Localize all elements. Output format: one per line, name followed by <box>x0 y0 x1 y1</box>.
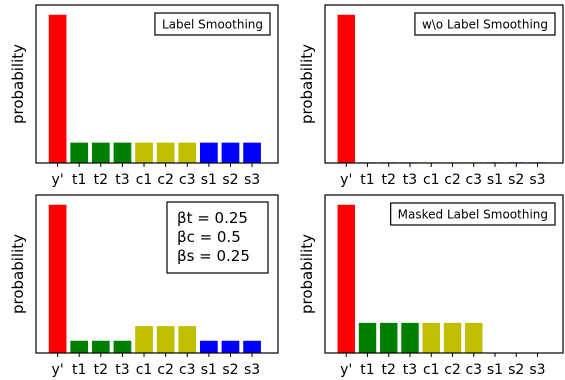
y-axis-label-1: probability <box>9 44 27 124</box>
x-tick-label-2-3: t3 <box>403 172 417 188</box>
x-tick-label-1-2: t2 <box>94 172 108 188</box>
bar-1-0 <box>48 14 67 163</box>
x-tick-label-3-7: s1 <box>201 362 217 378</box>
legend-box-1 <box>154 12 271 36</box>
x-tick-label-1-6: c3 <box>179 172 196 188</box>
bar-1-2 <box>91 142 110 163</box>
x-tick-label-3-1: t1 <box>72 362 86 378</box>
x-tick-label-4-5: c2 <box>444 362 461 378</box>
x-tick-label-4-0: y' <box>340 362 352 378</box>
bar-4-6 <box>465 322 483 353</box>
x-tick-label-2-5: c2 <box>444 172 461 188</box>
chart-panel-3: y' t1 t2 t3 c1 c2 c3 s1 s2 s3 probability βt = 0.25… <box>9 194 279 378</box>
legend-label-4: Masked Label Smoothing <box>398 208 548 222</box>
bar-3-0 <box>48 204 67 353</box>
x-tick-label-1-4: c1 <box>136 172 153 188</box>
x-tick-label-3-4: c1 <box>136 362 153 378</box>
x-tick-label-2-4: c1 <box>423 172 440 188</box>
x-tick-label-4-8: s2 <box>508 362 524 378</box>
x-tick-label-2-9: s3 <box>529 172 545 188</box>
axes-frame-3 <box>35 194 279 354</box>
x-tick-label-4-9: s3 <box>529 362 545 378</box>
annotation-box <box>166 201 269 274</box>
x-tick-label-2-8: s2 <box>508 172 524 188</box>
x-tick-label-2-2: t2 <box>382 172 396 188</box>
x-tick-label-2-6: c3 <box>465 172 482 188</box>
x-tick-label-3-3: t3 <box>115 362 129 378</box>
bar-3-4 <box>135 326 153 353</box>
bar-4-4 <box>422 322 440 353</box>
bar-4-0 <box>337 204 355 353</box>
annotation-line-1: βc = 0.5 <box>177 228 241 246</box>
annotation-line-2: βs = 0.25 <box>177 247 250 265</box>
axes-frame-4 <box>324 194 564 354</box>
bar-3-9 <box>243 340 261 353</box>
bar-1-8 <box>221 142 240 163</box>
bar-3-6 <box>178 326 197 353</box>
bar-1-4 <box>135 142 153 163</box>
legend-box-4 <box>390 202 556 226</box>
x-tick-label-3-9: s3 <box>244 362 260 378</box>
bar-1-3 <box>113 142 132 163</box>
x-tick-label-3-6: c3 <box>179 362 196 378</box>
bar-3-3 <box>113 340 132 353</box>
chart-panel-2: y' t1 t2 t3 c1 c2 c3 s1 s2 s3 probability w\o Label… <box>298 4 564 188</box>
bar-3-7 <box>200 340 218 353</box>
x-tick-label-1-3: t3 <box>115 172 129 188</box>
y-axis-label-4: probability <box>298 234 316 314</box>
x-tick-label-3-2: t2 <box>94 362 108 378</box>
x-tick-label-1-9: s3 <box>244 172 260 188</box>
x-tick-label-4-4: c1 <box>423 362 440 378</box>
x-tick-label-3-0: y' <box>52 362 64 378</box>
bar-3-5 <box>156 326 175 353</box>
chart-panel-4: y' t1 t2 t3 c1 c2 c3 s1 s2 s3 probability Masked La… <box>298 194 564 378</box>
bar-1-7 <box>200 142 218 163</box>
x-tick-label-2-1: t1 <box>360 172 374 188</box>
legend-label-1: Label Smoothing <box>162 18 263 32</box>
x-tick-label-2-7: s1 <box>487 172 503 188</box>
bar-1-5 <box>156 142 175 163</box>
x-tick-label-3-5: c2 <box>157 362 174 378</box>
chart-panel-1: y' t1 t2 t3 c1 c2 c3 s1 s2 s3 probability Label Smo… <box>9 4 279 188</box>
x-tick-label-2-0: y' <box>340 172 352 188</box>
bar-1-1 <box>70 142 89 163</box>
axes-frame-2 <box>324 4 564 164</box>
x-tick-label-1-0: y' <box>52 172 64 188</box>
x-tick-label-3-8: s2 <box>222 362 238 378</box>
y-axis-label-3: probability <box>9 234 27 314</box>
x-tick-label-4-3: t3 <box>403 362 417 378</box>
annotation-line-0: βt = 0.25 <box>177 209 248 227</box>
x-tick-label-1-1: t1 <box>72 172 86 188</box>
x-tick-label-1-5: c2 <box>157 172 174 188</box>
bar-3-1 <box>70 340 89 353</box>
x-tick-label-1-8: s2 <box>222 172 238 188</box>
axes-frame-1 <box>35 4 279 164</box>
legend-label-2: w\o Label Smoothing <box>422 18 548 32</box>
legend-box-2 <box>414 12 556 36</box>
bar-1-6 <box>178 142 197 163</box>
bar-3-2 <box>91 340 110 353</box>
bar-4-1 <box>358 322 377 353</box>
bar-4-3 <box>401 322 419 353</box>
bar-2-0 <box>337 14 355 163</box>
bar-4-2 <box>380 322 398 353</box>
y-axis-label-2: probability <box>298 44 316 124</box>
bar-1-9 <box>243 142 261 163</box>
x-tick-label-4-2: t2 <box>382 362 396 378</box>
x-tick-label-1-7: s1 <box>201 172 217 188</box>
x-tick-label-4-7: s1 <box>487 362 503 378</box>
x-tick-label-4-1: t1 <box>360 362 374 378</box>
bar-4-5 <box>443 322 462 353</box>
x-tick-label-4-6: c3 <box>465 362 482 378</box>
bar-3-8 <box>221 340 240 353</box>
